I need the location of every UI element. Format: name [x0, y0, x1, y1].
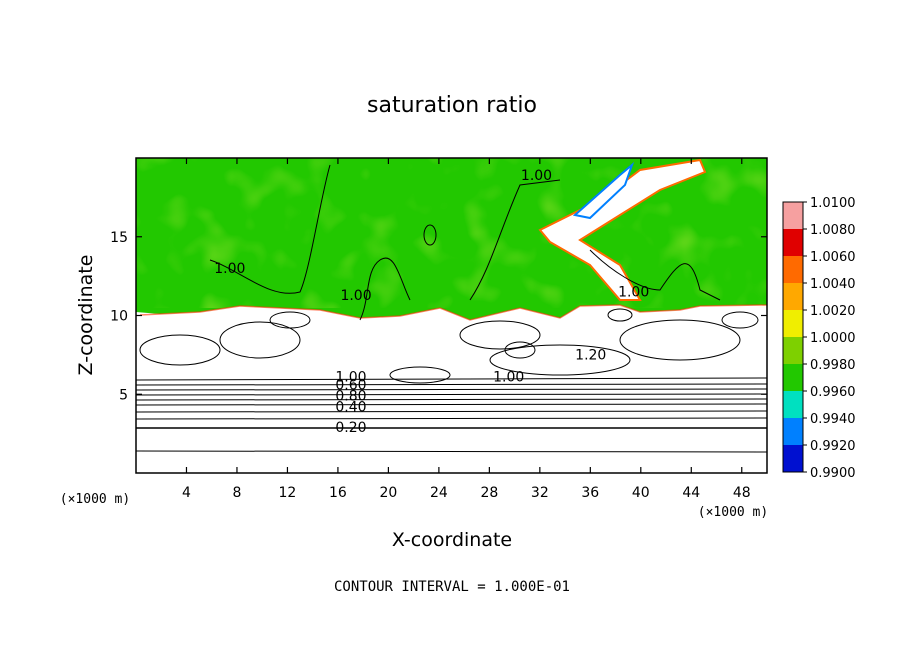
- x-tick-label: 8: [232, 485, 241, 501]
- contour-label: 1.00: [521, 168, 552, 184]
- colorbar-segment: [783, 202, 803, 230]
- colorbar-segment: [783, 283, 803, 311]
- colorbar-label: 1.0080: [810, 223, 856, 238]
- cloud-edge: [139, 304, 767, 321]
- contour-label: 1.00: [493, 370, 524, 386]
- colorbar: 1.0100 1.0080 1.0060 1.0040 1.0020 1.0000 0.99…: [782, 196, 856, 481]
- colorbar-segment: [783, 337, 803, 365]
- chart-title: saturation ratio: [367, 93, 537, 118]
- y-axis-label: Z-coordinate: [75, 255, 97, 376]
- colorbar-label: 1.0100: [810, 196, 856, 211]
- colorbar-segment: [783, 256, 803, 284]
- x-tick-label: 48: [733, 485, 751, 501]
- contour-label: 0.80: [335, 389, 366, 405]
- colorbar-segment: [783, 364, 803, 392]
- x-tick-label: 28: [480, 485, 498, 501]
- colorbar-segment: [783, 229, 803, 257]
- colorbar-segment: [783, 418, 803, 446]
- contour-label: 1.00: [618, 285, 649, 301]
- x-axis: 4 8 12 16 20 24 28 32 36 40 44 48: [182, 158, 751, 501]
- contour-label: 1.00: [214, 261, 245, 277]
- y-tick-label: 10: [110, 309, 128, 325]
- y-axis-unit: (×1000 m): [60, 492, 130, 507]
- colorbar-label: 1.0040: [810, 277, 856, 292]
- contour-lines: [136, 164, 767, 453]
- x-tick-label: 40: [632, 485, 650, 501]
- contour-label: 1.00: [335, 370, 366, 386]
- contour-label: 1.00: [340, 288, 371, 304]
- contour-label: 0.20: [335, 420, 366, 436]
- colorbar-label: 1.0000: [810, 331, 856, 346]
- colorbar-label: 1.0020: [810, 304, 856, 319]
- y-tick-label: 15: [110, 230, 128, 246]
- x-tick-label: 44: [682, 485, 700, 501]
- colorbar-label: 0.9900: [810, 466, 856, 481]
- colorbar-label: 0.9980: [810, 358, 856, 373]
- contour-label: 0.60: [335, 378, 366, 394]
- y-axis: 5 10 15: [110, 230, 767, 403]
- colorbar-label: 0.9960: [810, 385, 856, 400]
- contour-labels: 1.001.001.00 1.001.201.001.000.600.400.20…: [214, 168, 649, 436]
- contour-interval-note: CONTOUR INTERVAL = 1.000E-01: [334, 579, 570, 595]
- dry-streak: [572, 161, 635, 220]
- plot-area: [136, 158, 767, 473]
- colorbar-label: 0.9920: [810, 439, 856, 454]
- contour-label: 1.20: [575, 348, 606, 364]
- x-axis-unit: (×1000 m): [698, 505, 768, 520]
- colorbar-label: 0.9940: [810, 412, 856, 427]
- x-tick-label: 36: [581, 485, 599, 501]
- x-tick-label: 12: [279, 485, 297, 501]
- x-tick-label: 20: [379, 485, 397, 501]
- x-tick-label: 4: [182, 485, 191, 501]
- x-tick-label: 16: [329, 485, 347, 501]
- x-tick-label: 24: [430, 485, 448, 501]
- colorbar-label: 1.0060: [810, 250, 856, 265]
- contour-label: 0.40: [335, 400, 366, 416]
- x-axis-label: X-coordinate: [392, 529, 512, 551]
- colorbar-segment: [783, 445, 803, 473]
- x-tick-label: 32: [531, 485, 549, 501]
- y-tick-label: 5: [119, 387, 128, 403]
- colorbar-segment: [783, 310, 803, 338]
- colorbar-segment: [783, 391, 803, 419]
